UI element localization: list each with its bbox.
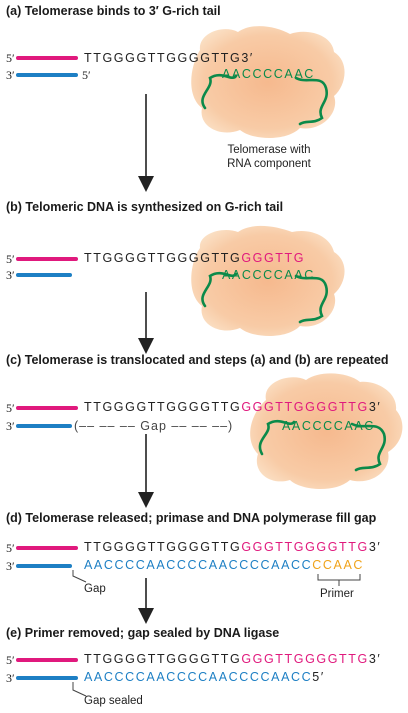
telomerase-enzyme	[191, 26, 345, 139]
three-prime-end: 3′	[368, 540, 382, 554]
template-strand	[16, 546, 78, 550]
three-prime-end: 3′	[241, 51, 254, 65]
rna-component	[258, 419, 387, 472]
new-telomeric-seq: GGGTTGGGGTTG	[241, 652, 369, 666]
five-prime-end: 5′	[82, 68, 91, 82]
filled-seq: AACCCCAACCCCAACCCCAACC	[84, 558, 313, 572]
rna-template-seq: AACCCCAAC	[222, 67, 315, 81]
gap-marker: (–– –– –– Gap –– –– ––)	[74, 419, 234, 433]
three-prime-end: 3′	[368, 400, 382, 414]
five-prime-label: 5′	[6, 252, 15, 266]
g-rich-sequence: TTGGGGTTGGGGTTGGGGTTGGGGTTG3′	[84, 540, 381, 554]
gap-bracket	[72, 570, 87, 583]
rna-component	[201, 271, 329, 324]
g-rich-sequence: TTGGGGTTGGGGTTGGGGTTG	[84, 251, 305, 265]
five-prime-label: 5′	[6, 51, 15, 65]
filled-strand: AACCCCAACCCCAACCCCAACCCCAAC	[84, 558, 364, 572]
template-strand	[16, 56, 78, 60]
three-prime-label: 3′	[6, 419, 15, 433]
five-prime-label: 5′	[6, 653, 15, 667]
new-telomeric-seq: GGGTTGGGGTTG	[241, 400, 369, 414]
primer-label: Primer	[320, 588, 354, 600]
filled-seq: AACCCCAACCCCAACCCCAACC	[84, 670, 313, 684]
enzyme-label-line1: Telomerase with	[227, 144, 311, 156]
template-strand	[16, 406, 78, 410]
telomerase-enzyme	[250, 373, 403, 490]
new-telomeric-seq: GGGTTG	[241, 251, 306, 265]
template-seq: TTGGGGTTGGGGTTG	[84, 400, 242, 414]
rna-template-seq: AACCCCAAC	[222, 268, 315, 282]
enzyme-label-line2: RNA component	[227, 158, 311, 170]
rna-template-seq: AACCCCAAC	[282, 419, 375, 433]
new-strand	[16, 424, 72, 428]
new-strand	[16, 564, 72, 568]
template-strand	[16, 658, 78, 662]
three-prime-label: 3′	[6, 559, 15, 573]
gap-sealed-bracket	[72, 682, 87, 697]
gap-sealed-label: Gap sealed	[84, 695, 143, 707]
template-seq: TTGGGGTTGGGGTTG	[84, 251, 242, 265]
g-rich-sequence: TTGGGGTTGGGGTTGGGGTTGGGGTTG3′	[84, 652, 381, 666]
template-strand	[16, 257, 78, 261]
primer-seq: CCAAC	[312, 558, 365, 572]
three-prime-end: 3′	[368, 652, 382, 666]
five-prime-label: 5′	[6, 401, 15, 415]
g-rich-sequence: TTGGGGTTGGGGTTG3′	[84, 51, 254, 65]
panel-b-heading: (b) Telomeric DNA is synthesized on G-ri…	[6, 200, 284, 214]
template-seq: TTGGGGTTGGGGTTG	[84, 540, 242, 554]
template-seq: TTGGGGTTGGGGTTG	[84, 51, 242, 65]
new-strand	[16, 273, 72, 277]
new-strand	[16, 73, 78, 77]
g-rich-sequence: TTGGGGTTGGGGTTGGGGTTGGGGTTG3′	[84, 400, 381, 414]
three-prime-label: 3′	[6, 671, 15, 685]
panel-e-heading: (e) Primer removed; gap sealed by DNA li…	[6, 626, 280, 640]
telomerase-enzyme	[191, 225, 345, 336]
gap-label: Gap	[84, 583, 106, 595]
five-prime-end: 5′	[312, 670, 325, 684]
three-prime-label: 3′	[6, 68, 15, 82]
new-strand	[16, 676, 78, 680]
three-prime-label: 3′	[6, 268, 15, 282]
sealed-strand: AACCCCAACCCCAACCCCAACC5′	[84, 670, 325, 684]
five-prime-label: 5′	[6, 541, 15, 555]
rna-component	[201, 73, 329, 126]
panel-c-heading: (c) Telomerase is translocated and steps…	[6, 353, 389, 367]
enzyme-label: Telomerase with RNA component	[204, 143, 334, 171]
new-telomeric-seq: GGGTTGGGGTTG	[241, 540, 369, 554]
panel-d-heading: (d) Telomerase released; primase and DNA…	[6, 511, 377, 525]
primer-bracket	[317, 574, 361, 586]
panel-a-heading: (a) Telomerase binds to 3′ G-rich tail	[6, 4, 221, 18]
template-seq: TTGGGGTTGGGGTTG	[84, 652, 242, 666]
